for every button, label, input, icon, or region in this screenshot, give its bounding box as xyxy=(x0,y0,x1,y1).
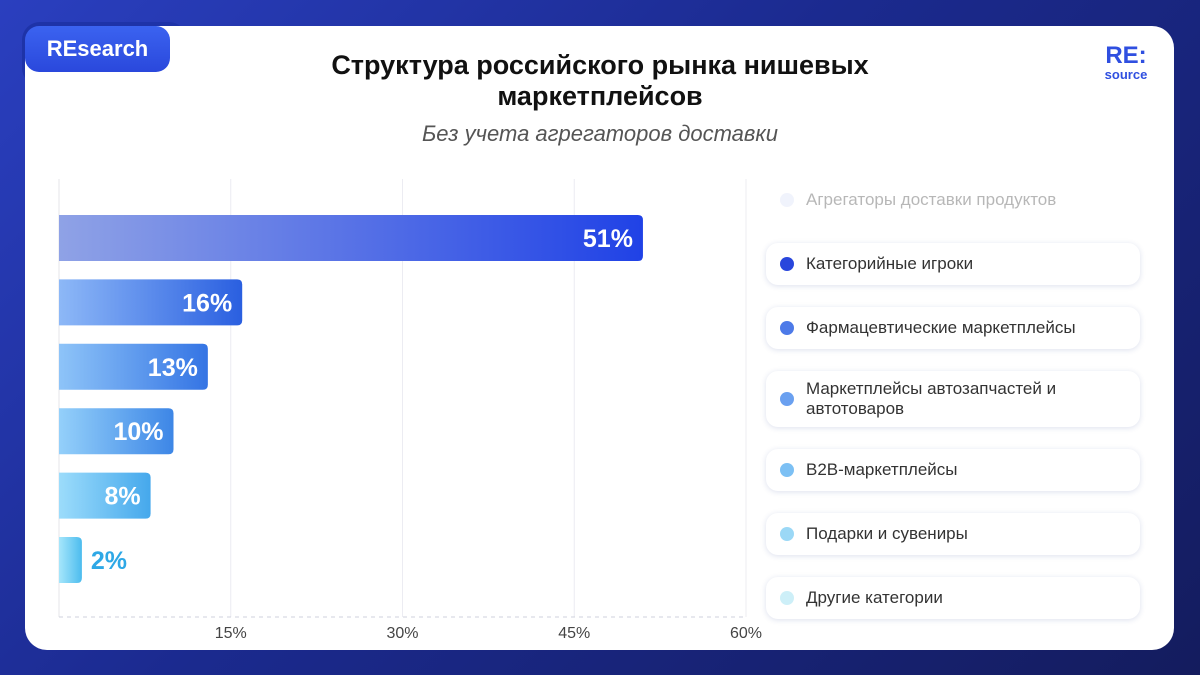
legend-item: Категорийные игроки xyxy=(766,243,1140,285)
legend-label: B2B-маркетплейсы xyxy=(806,460,958,479)
legend-item: B2B-маркетплейсы xyxy=(766,449,1140,491)
bar-value-label: 51% xyxy=(583,225,633,253)
legend-item: Подарки и сувениры xyxy=(766,513,1140,555)
legend-label: Маркетплейсы автозапчастей и автотоваров xyxy=(806,379,1057,418)
x-tick-label: 60% xyxy=(730,625,762,642)
legend-label: Агрегаторы доставки продуктов xyxy=(806,190,1057,209)
chart-title: Структура российского рынка нишевых марк… xyxy=(331,50,869,111)
bar-3 xyxy=(59,343,208,390)
legend-dot xyxy=(780,257,794,271)
bar-value-label: 16% xyxy=(182,289,232,317)
logo-top: RE: xyxy=(1105,42,1147,69)
x-tick-label: 30% xyxy=(386,625,418,642)
logo-bottom: source xyxy=(1104,67,1148,82)
legend-dot xyxy=(780,321,794,335)
legend-label: Подарки и сувениры xyxy=(806,524,968,543)
bar-2 xyxy=(59,279,243,326)
legend-item: Агрегаторы доставки продуктов xyxy=(766,179,1140,221)
legend-item: Маркетплейсы автозапчастей и автотоваров xyxy=(766,371,1140,427)
bar-value-label: 2% xyxy=(91,547,127,575)
bar-value-label: 8% xyxy=(104,483,140,511)
bar-1 xyxy=(59,215,643,261)
legend-label: Фармацевтические маркетплейсы xyxy=(806,318,1076,337)
legend-dot xyxy=(780,527,794,541)
legend-dot xyxy=(780,591,794,605)
legend-label: Категорийные игроки xyxy=(806,254,974,273)
bar-6 xyxy=(59,537,82,583)
research-badge: REsearch xyxy=(25,26,170,72)
bar-value-label: 10% xyxy=(113,418,163,446)
legend-item: Другие категории xyxy=(766,577,1140,619)
legend-dot xyxy=(780,193,794,207)
bar-5 xyxy=(59,472,151,519)
legend-dot xyxy=(780,463,794,477)
chart-subtitle: Без учета агрегаторов доставки xyxy=(421,121,779,146)
x-tick-label: 45% xyxy=(558,625,590,642)
x-tick-label: 15% xyxy=(215,625,247,642)
resource-logo: RE: source xyxy=(1096,44,1156,82)
bar-value-label: 13% xyxy=(148,354,198,382)
legend-label: Другие категории xyxy=(806,588,943,607)
bar-4 xyxy=(59,408,174,455)
legend-item: Фармацевтические маркетплейсы xyxy=(766,307,1140,349)
legend-dot xyxy=(780,392,794,406)
